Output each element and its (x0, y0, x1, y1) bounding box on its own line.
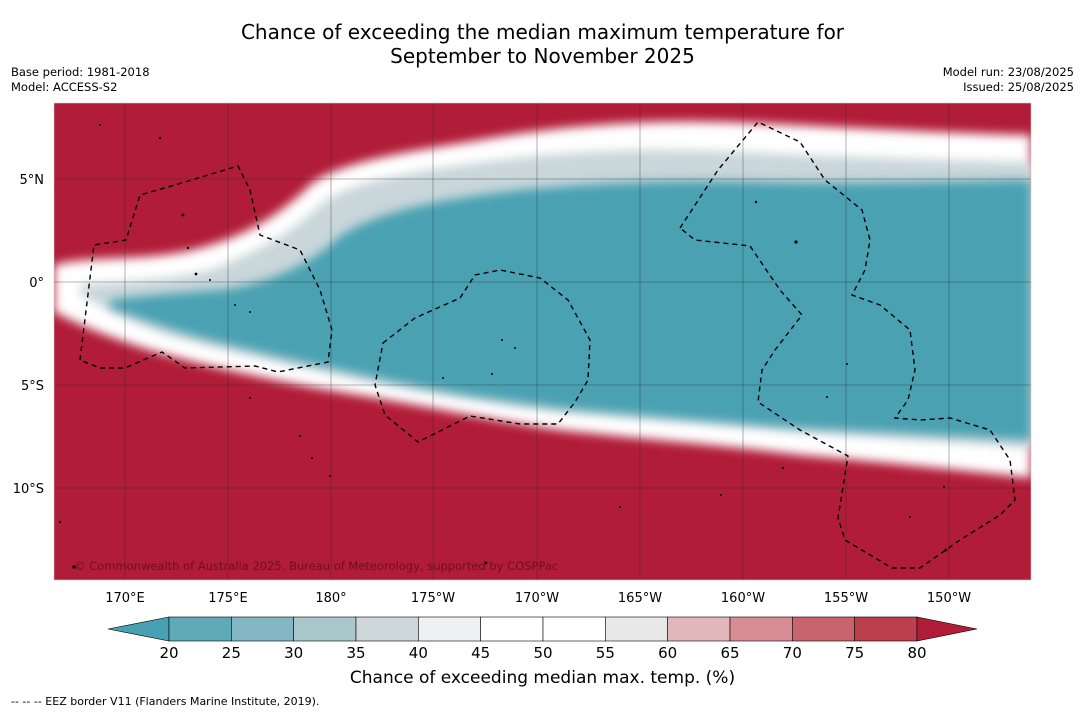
lat-label: 5°N (20, 173, 45, 188)
meta-right: Model run: 23/08/2025 Issued: 25/08/2025 (943, 65, 1074, 95)
model-run: Model run: 23/08/2025 (942, 65, 1074, 79)
lon-label: 150°W (927, 591, 971, 606)
cool-region (110, 180, 1031, 440)
colorbar-tick: 60 (658, 644, 677, 662)
lon-label: 175°E (208, 591, 248, 606)
colorbar-tick: 45 (471, 644, 490, 662)
colorbar-tick: 35 (346, 644, 365, 662)
lon-label: 160°W (721, 591, 765, 606)
colorbar-bin (293, 616, 357, 642)
colorbar-tick: 55 (596, 644, 615, 662)
colorbar-bin (542, 616, 606, 642)
model-name: Model: ACCESS-S2 (11, 80, 118, 94)
issued-date: Issued: 25/08/2025 (963, 80, 1074, 94)
title-line-1: Chance of exceeding the median maximum t… (240, 20, 845, 44)
map-frame (53, 102, 1032, 581)
lon-label: 175°W (411, 591, 455, 606)
eez-borders (79, 121, 1016, 569)
copyright-notice: © Commonwealth of Australia 2025, Bureau… (74, 559, 558, 573)
colorbar-under-arrow (107, 616, 170, 642)
chart-title: Chance of exceeding the median maximum t… (0, 20, 1085, 68)
lon-label: 155°W (824, 591, 868, 606)
colorbar-bin (792, 616, 855, 642)
colorbar-bin (480, 616, 544, 642)
colorbar-bin (667, 616, 731, 642)
colorbar-bin (605, 616, 668, 642)
eez-border-line-islands (679, 121, 1016, 569)
colorbar-tick: 20 (159, 644, 178, 662)
graticule (54, 103, 1031, 580)
colorbar (107, 616, 978, 642)
lat-label: 0° (29, 276, 44, 291)
colorbar-tick: 80 (907, 644, 926, 662)
eez-border-phoenix (374, 269, 591, 443)
colorbar-tick: 25 (222, 644, 241, 662)
island-markers (58, 124, 948, 569)
colorbar-bin (168, 616, 232, 642)
probability-field (54, 103, 1031, 580)
colorbar-tick: 75 (845, 644, 864, 662)
colorbar-tick: 50 (533, 644, 552, 662)
colorbar-tick: 70 (783, 644, 802, 662)
colorbar-bin (854, 616, 918, 642)
latitude-labels: 5°N 0° 5°S 10°S (13, 173, 44, 497)
base-period: Base period: 1981-2018 (11, 65, 150, 79)
lon-label: 180° (315, 591, 346, 606)
colorbar-tick: 30 (284, 644, 303, 662)
lat-label: 10°S (13, 482, 44, 497)
lon-label: 170°W (515, 591, 559, 606)
eez-footnote: -- -- -- EEZ border V11 (Flanders Marine… (11, 695, 320, 708)
lon-label: 170°E (105, 591, 145, 606)
colorbar-tick-labels: 20 25 30 35 40 45 50 55 60 65 70 75 80 (159, 644, 926, 662)
colorbar-label: Chance of exceeding median max. temp. (%… (349, 668, 736, 688)
eez-border-kiribati-gilbert (79, 165, 333, 373)
colorbar-tick: 40 (409, 644, 428, 662)
colorbar-bin (418, 616, 481, 642)
colorbar-tick: 65 (720, 644, 739, 662)
meta-left: Base period: 1981-2018 Model: ACCESS-S2 (11, 65, 150, 95)
colorbar-bin (355, 616, 419, 642)
lat-label: 5°S (21, 379, 44, 394)
colorbar-bin (231, 616, 294, 642)
title-line-2: September to November 2025 (390, 44, 695, 68)
colorbar-over-arrow (916, 616, 978, 642)
longitude-labels: 170°E 175°E 180° 175°W 170°W 165°W 160°W 155°W 1… (105, 591, 971, 606)
lon-label: 165°W (618, 591, 662, 606)
colorbar-bin (729, 616, 793, 642)
